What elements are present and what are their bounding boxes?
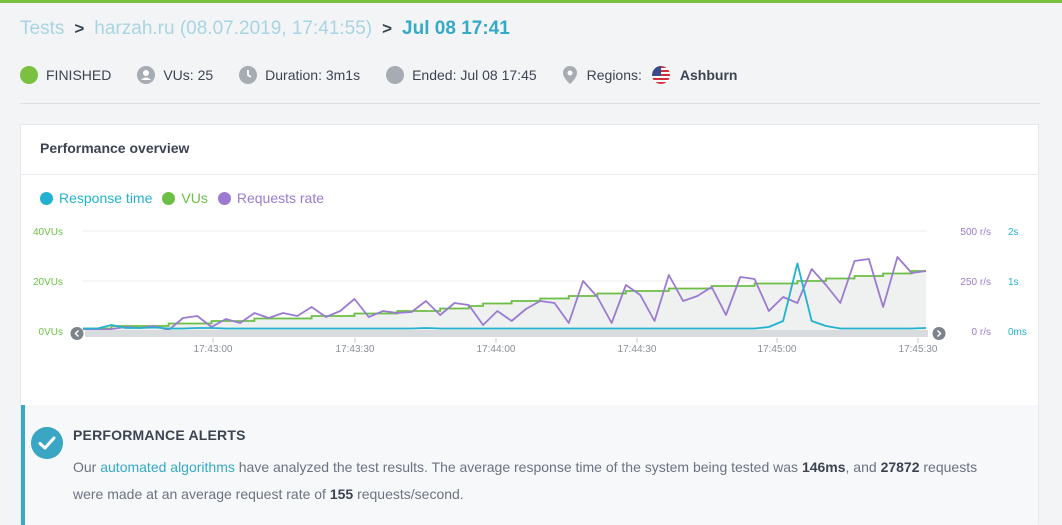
legend-dot-icon — [162, 191, 176, 205]
response-time-series-line — [83, 262, 927, 330]
chart-legend: Response time VUs Requests rate — [40, 190, 334, 206]
legend-vus-label: VUs — [181, 190, 208, 206]
chevron-right-icon: > — [74, 19, 85, 38]
ended-text: Ended: Jul 08 17:45 — [412, 67, 537, 83]
y-axis-response-tick: 0ms — [1008, 327, 1027, 338]
performance-alerts: PERFORMANCE ALERTS Our automated algorit… — [21, 405, 1038, 525]
legend-requests-rate[interactable]: Requests rate — [217, 190, 325, 206]
alert-text: Our automated algorithms have analyzed t… — [73, 454, 993, 508]
chevron-right-icon: > — [382, 19, 393, 38]
legend-vus[interactable]: VUs — [162, 190, 208, 206]
requests-count-value: 27872 — [880, 459, 920, 475]
x-axis-tick-label: 17:45:30 — [899, 344, 938, 355]
x-axis-tick-label: 17:44:00 — [477, 344, 516, 355]
performance-overview-card: Performance overview Response time VUs R… — [20, 124, 1039, 525]
performance-chart: 0VUs 20VUs 40VUs 0 r/s 250 r/s 500 r/s 0ms 1s 2s… — [33, 227, 1027, 355]
regions-label: Regions: — [586, 67, 642, 83]
alert-text-part: requests were made at an average request… — [73, 459, 978, 502]
legend-requests-rate-label: Requests rate — [236, 190, 325, 206]
y-axis-response-tick: 1s — [1008, 277, 1019, 288]
legend-response-time[interactable]: Response time — [40, 190, 152, 206]
breadcrumb: Tests > harzah.ru (08.07.2019, 17:41:55)… — [20, 17, 510, 41]
alert-text-part: have analyzed the test results. The aver… — [234, 459, 802, 475]
location-pin-icon — [562, 66, 577, 84]
finished-dot-icon — [20, 66, 38, 84]
legend-response-time-label: Response time — [59, 190, 153, 206]
test-status-row: FINISHED VUs: 25 Duration: 3m1s Ended: J… — [20, 64, 763, 86]
alert-text-part: , and — [845, 459, 881, 475]
alert-title: PERFORMANCE ALERTS — [73, 427, 246, 443]
card-divider — [21, 174, 1038, 175]
chevron-right-icon — [936, 329, 942, 338]
chart-scrollbar-track — [85, 330, 928, 337]
card-title: Performance overview — [40, 140, 190, 156]
y-axis-requests-tick: 500 r/s — [960, 227, 991, 238]
region-name: Ashburn — [679, 67, 738, 83]
alert-text-part: requests/second. — [353, 486, 464, 502]
status-duration: Duration: 3m1s — [239, 66, 360, 84]
y-axis-requests-tick: 0 r/s — [972, 327, 991, 338]
x-axis-tick-label: 17:43:00 — [194, 344, 233, 355]
breadcrumb-current: Jul 08 17:41 — [402, 18, 510, 39]
x-axis-tick-label: 17:44:30 — [618, 344, 657, 355]
request-rate-value: 155 — [329, 486, 354, 502]
y-axis-vus-tick: 0VUs — [39, 327, 63, 338]
avg-response-value: 146ms — [801, 459, 846, 475]
x-axis-tick-label: 17:45:00 — [758, 344, 797, 355]
status-ended: Ended: Jul 08 17:45 — [386, 66, 537, 84]
status-regions: Regions: Ashburn — [562, 66, 738, 84]
user-icon — [137, 66, 156, 84]
calendar-dot-icon — [386, 66, 405, 84]
vus-text: VUs: 25 — [163, 67, 214, 83]
clock-icon — [239, 66, 258, 84]
breadcrumb-test-link[interactable]: harzah.ru (08.07.2019, 17:41:55) — [94, 18, 373, 39]
chevron-left-icon — [74, 329, 80, 338]
automated-algorithms-link[interactable]: automated algorithms — [100, 459, 235, 475]
status-text: FINISHED — [46, 67, 112, 83]
header-divider — [20, 103, 1040, 104]
y-axis-vus-tick: 40VUs — [33, 227, 63, 238]
legend-dot-icon — [40, 191, 53, 205]
vus-area — [83, 271, 926, 331]
y-axis-response-tick: 2s — [1008, 227, 1019, 238]
x-axis-tick-label: 17:43:30 — [336, 344, 375, 355]
us-flag-icon — [651, 66, 670, 84]
top-accent-bar — [0, 0, 1062, 3]
legend-dot-icon — [217, 191, 231, 205]
status-finished: FINISHED — [20, 66, 111, 84]
y-axis-vus-tick: 20VUs — [33, 277, 63, 288]
status-vus: VUs: 25 — [137, 66, 213, 84]
breadcrumb-tests-link[interactable]: Tests — [20, 18, 65, 39]
y-axis-requests-tick: 250 r/s — [960, 277, 991, 288]
alert-text-part: Our — [73, 459, 101, 475]
chevron-left-icon — [70, 327, 84, 340]
requests-rate-series-line — [82, 256, 927, 331]
duration-text: Duration: 3m1s — [265, 67, 361, 83]
check-circle-icon — [31, 427, 63, 459]
chevron-right-icon — [932, 327, 946, 340]
